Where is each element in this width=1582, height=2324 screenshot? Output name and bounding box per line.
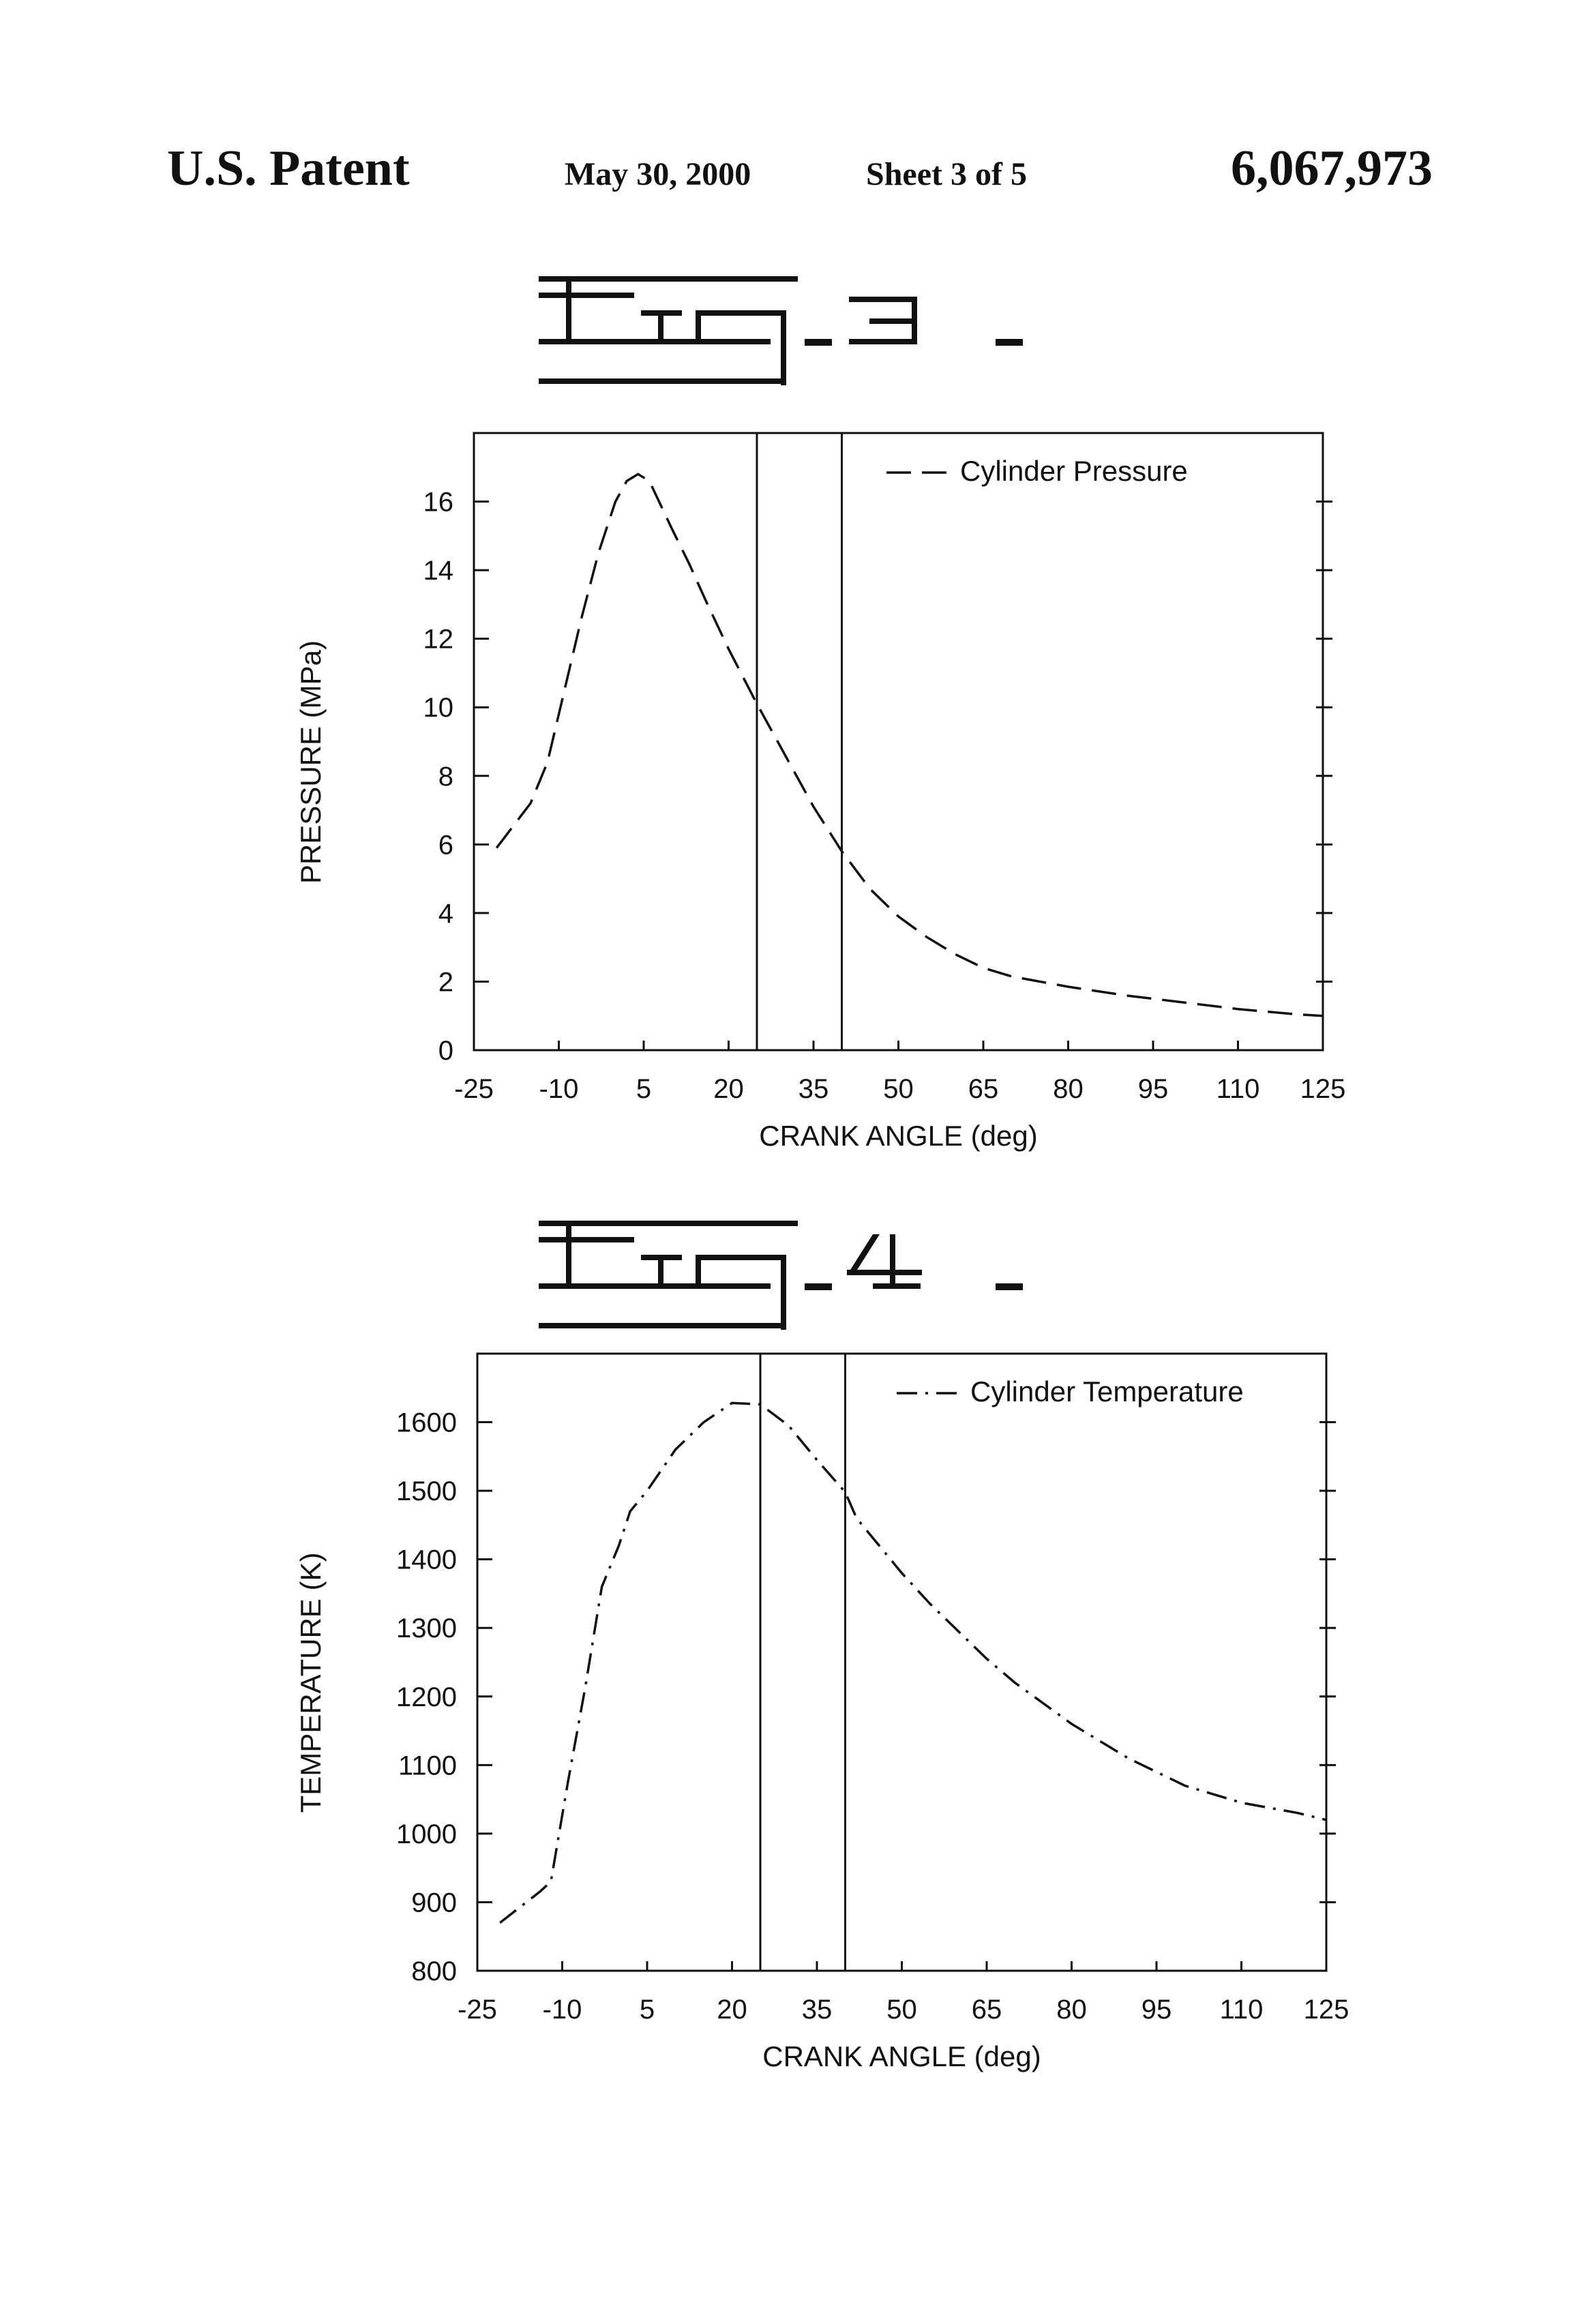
y-tick-label: 1200 [396,1682,457,1712]
y-axis-label: TEMPERATURE (K) [295,1553,327,1813]
y-tick-label: 2 [438,967,453,997]
x-tick-label: 95 [1141,1995,1172,2025]
plot-frame [474,433,1323,1050]
x-tick-label: -10 [543,1995,582,2025]
x-tick-label: -25 [454,1074,494,1104]
y-tick-label: 4 [438,899,453,929]
y-tick-label: 0 [438,1036,453,1066]
x-axis-label: CRANK ANGLE (deg) [762,2040,1041,2072]
legend-entry: Cylinder Pressure [960,455,1188,487]
x-tick-label: 50 [883,1074,914,1104]
patent-sheet-number: Sheet 3 of 5 [866,155,1027,193]
y-tick-label: 16 [423,488,454,518]
series-line [496,474,1323,1015]
patent-number: 6,067,973 [1231,140,1433,198]
figure-3-label [539,276,1030,385]
y-tick-label: 8 [438,762,453,792]
y-tick-label: 6 [438,830,453,860]
y-tick-label: 800 [411,1956,457,1986]
x-tick-label: 125 [1304,1995,1349,2025]
x-tick-label: -10 [539,1074,579,1104]
pressure-chart: -25 -10 5 20 35 50 65 80 95 110 125 0 2 4 6 8 10 12 14 16 CR… [0,382,1582,1200]
y-tick-label: 1500 [396,1476,457,1506]
x-tick-label: 65 [972,1995,1002,2025]
x-tick-label: -25 [458,1995,497,2025]
x-tick-label: 110 [1217,1074,1260,1104]
figure-4-label [539,1221,1030,1330]
y-tick-label: 1300 [396,1613,457,1643]
legend-entry: Cylinder Temperature [970,1375,1244,1407]
x-tick-label: 95 [1138,1074,1169,1104]
y-tick-label: 12 [423,625,454,655]
x-tick-label: 65 [968,1074,999,1104]
x-tick-label: 20 [713,1074,744,1104]
x-tick-label: 35 [799,1074,829,1104]
temperature-chart: -25 -10 5 20 35 50 65 80 95 110 125 800 900 1000 1100 1… [0,1316,1582,2134]
y-axis-label: PRESSURE (MPa) [295,640,327,884]
y-tick-label: 900 [411,1888,457,1918]
y-tick-label: 1400 [396,1545,457,1575]
x-tick-label: 35 [802,1995,833,2025]
y-tick-label: 14 [423,556,454,586]
x-tick-label: 110 [1220,1995,1264,2025]
series-line [500,1403,1326,1922]
y-tick-label: 1100 [398,1751,457,1781]
x-tick-label: 5 [636,1074,651,1104]
y-tick-label: 1000 [396,1819,457,1849]
plot-frame [477,1354,1326,1971]
x-axis-label: CRANK ANGLE (deg) [759,1120,1037,1152]
patent-date: May 30, 2000 [565,155,751,193]
y-tick-label: 10 [423,693,454,723]
x-tick-label: 125 [1300,1074,1346,1104]
x-tick-label: 80 [1056,1995,1087,2025]
y-tick-label: 1600 [396,1408,457,1438]
patent-header-left: U.S. Patent [167,140,410,198]
x-tick-label: 80 [1053,1074,1084,1104]
x-tick-label: 20 [717,1995,747,2025]
x-tick-label: 5 [640,1995,655,2025]
x-tick-label: 50 [886,1995,917,2025]
